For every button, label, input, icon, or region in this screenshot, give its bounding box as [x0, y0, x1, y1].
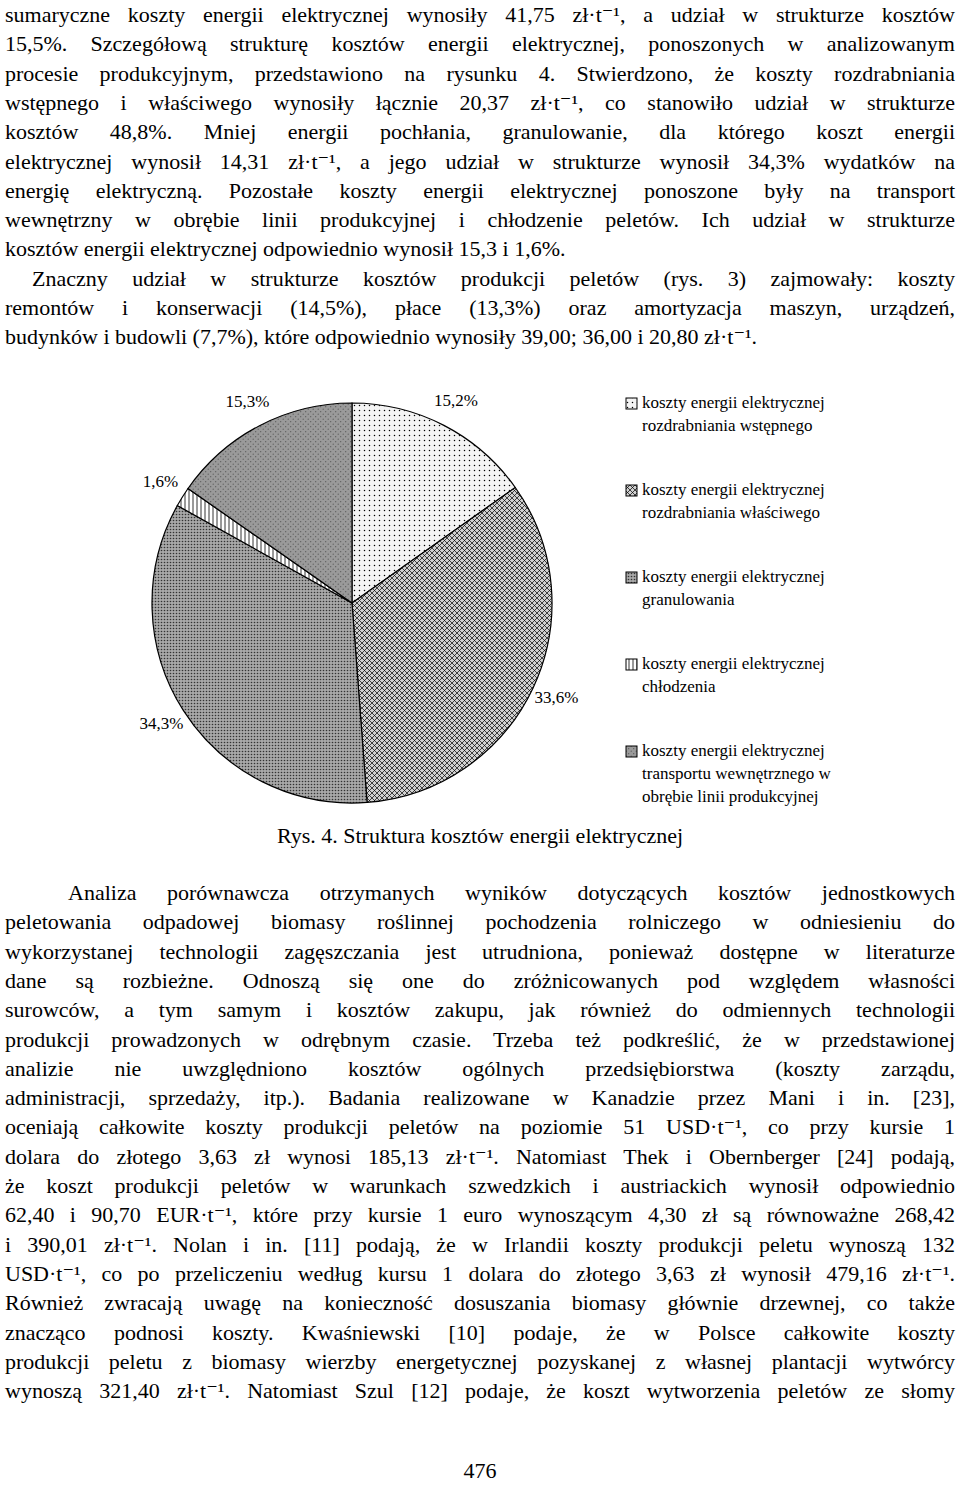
text-line: że koszt produkcji peletów w warunkach s… [5, 1171, 955, 1200]
text-line: budynków i budowli (7,7%), które odpowie… [5, 322, 955, 351]
pie-chart: 15,2% 33,6% 34,3% 1,6% 15,3% koszty energii e… [0, 380, 960, 820]
legend-label: koszty energii elektrycznejtransportu we… [642, 741, 832, 806]
page: sumaryczne koszty energii elektrycznej w… [0, 0, 960, 1492]
text-line: Również zwracają uwagę na konieczność do… [5, 1288, 955, 1317]
text-line: kosztów energii elektrycznej odpowiednio… [5, 234, 955, 263]
pie-slice [188, 403, 352, 603]
text-line: surowców, a tym samym i kosztów zakupu, … [5, 995, 955, 1024]
slices [152, 403, 552, 803]
legend-swatch [626, 659, 637, 670]
figure-caption: Rys. 4. Struktura kosztów energii elektr… [0, 821, 960, 850]
text-line: oceniają całkowite koszty produkcji pele… [5, 1112, 955, 1141]
text-line: peletowania odpadowej biomasy roślinnej … [5, 907, 955, 936]
legend-swatch [626, 398, 637, 409]
data-label: 1,6% [143, 472, 178, 491]
data-label: 33,6% [535, 688, 579, 707]
text-line: wstępnego i właściwego wynosiły łącznie … [5, 88, 955, 117]
text-line: dolara do złotego 3,63 zł wynosi 185,13 … [5, 1142, 955, 1171]
text-line: i 390,01 zł·t⁻¹. Nolan i in. [11] podają… [5, 1230, 955, 1259]
legend-label: koszty energii elektrycznejrozdrabniania… [642, 480, 825, 522]
legend-label: koszty energii elektrycznejgranulowania [642, 567, 825, 609]
text-line: sumaryczne koszty energii elektrycznej w… [5, 0, 955, 29]
text-line: Analiza porównawcza otrzymanych wyników … [68, 878, 955, 907]
text-line: produkcji peletu z biomasy wierzby energ… [5, 1347, 955, 1376]
data-labels: 15,2% 33,6% 34,3% 1,6% 15,3% [140, 391, 579, 732]
text-line: elektrycznej wynosił 14,31 zł·t⁻¹, a jeg… [5, 147, 955, 176]
legend-swatch [626, 572, 637, 583]
pie-slice [352, 487, 552, 802]
text-line: produkcji prowadzonych w odrębnym czasie… [5, 1025, 955, 1054]
text-line: wykorzystanej technologii zagęszczania j… [5, 937, 955, 966]
text-line: energię elektryczną. Pozostałe koszty en… [5, 176, 955, 205]
text-line: administracji, sprzedaży, itp.). Badania… [5, 1083, 955, 1112]
text-line: procesie produkcyjnym, przedstawiono na … [5, 59, 955, 88]
text-line: analizie nie uwzględniono kosztów ogólny… [5, 1054, 955, 1083]
text-line: dane są rozbieżne. Odnoszą się one do zr… [5, 966, 955, 995]
text-line: 15,5%. Szczegółową strukturę kosztów ene… [5, 29, 955, 58]
legend-label: koszty energii elektrycznejrozdrabniania… [642, 393, 825, 435]
legend: koszty energii elektrycznejrozdrabniania… [626, 393, 832, 806]
text-line: 62,40 i 90,70 EUR·t⁻¹, które przy kursie… [5, 1200, 955, 1229]
text-line: USD·t⁻¹, co po przeliczeniu według kursu… [5, 1259, 955, 1288]
legend-swatch [626, 485, 637, 496]
legend-swatch [626, 746, 637, 757]
data-label: 15,3% [226, 392, 270, 411]
text-line: remontów i konserwacji (14,5%), płace (1… [5, 293, 955, 322]
page-number: 476 [0, 1456, 960, 1485]
data-label: 34,3% [140, 714, 184, 733]
text-line: Znaczny udział w strukturze kosztów prod… [32, 264, 955, 293]
text-line: wewnętrzny w obrębie linii produkcyjnej … [5, 205, 955, 234]
legend-label: koszty energii elektrycznejchłodzenia [642, 654, 825, 696]
text-line: wynoszą 321,40 zł·t⁻¹. Natomiast Szul [1… [5, 1376, 955, 1405]
text-line: kosztów 48,8%. Mniej energii pochłania, … [5, 117, 955, 146]
data-label: 15,2% [434, 391, 478, 410]
text-line: znacząco podnosi koszty. Kwaśniewski [10… [5, 1318, 955, 1347]
